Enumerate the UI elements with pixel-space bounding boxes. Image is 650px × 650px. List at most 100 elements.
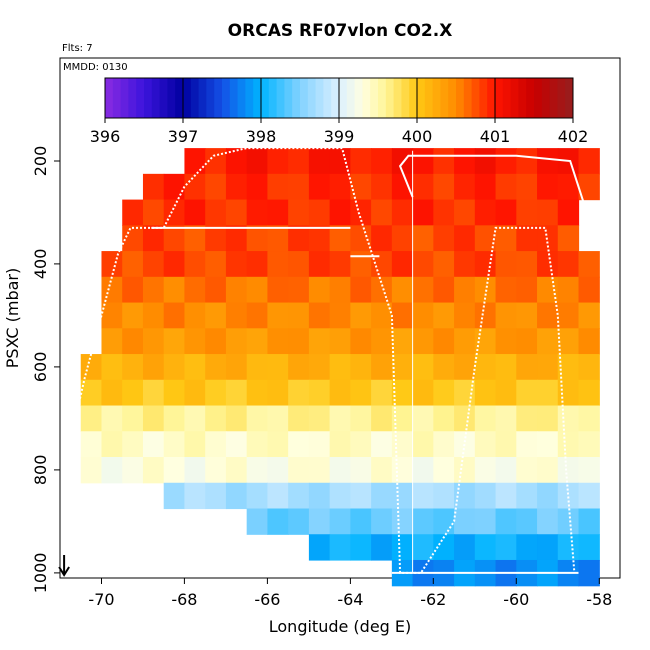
heatmap-cell [350, 431, 372, 458]
heatmap-cell [412, 199, 434, 226]
heatmap-cell [246, 457, 269, 484]
upper-track-line [398, 154, 588, 213]
heatmap-cell [537, 173, 559, 201]
heatmap-cell [516, 431, 538, 458]
heatmap-cell [578, 328, 600, 355]
heatmap-cell [474, 508, 497, 535]
colorbar-segment [463, 78, 473, 118]
heatmap-cell [495, 199, 517, 226]
heatmap-cell [163, 251, 186, 278]
heatmap-cell [495, 534, 517, 561]
heatmap-cell [371, 405, 393, 432]
heatmap-cell [371, 508, 393, 535]
colorbar-segment [549, 78, 558, 118]
heatmap-cell [516, 276, 538, 304]
heatmap-cell [557, 354, 580, 381]
heatmap-cell [495, 379, 517, 407]
heatmap-cell [350, 199, 372, 226]
heatmap-cell [163, 199, 186, 226]
heatmap-cell [391, 379, 414, 407]
heatmap-cell [474, 405, 497, 432]
heatmap-cell [371, 302, 393, 329]
heatmap-cell [371, 354, 393, 381]
heatmap-cell [205, 354, 227, 381]
colorbar-segment [417, 78, 426, 118]
heatmap-cell [454, 508, 476, 535]
heatmap-cell [308, 354, 331, 381]
heatmap-cell [391, 354, 414, 381]
x-tick-label: -60 [503, 590, 529, 609]
heatmap-cell [184, 405, 206, 432]
colorbar-segment [385, 78, 395, 118]
heatmap-cell [391, 328, 414, 355]
heatmap-cell [537, 148, 559, 175]
heatmap-cell [557, 534, 580, 561]
heatmap-cell [142, 405, 165, 432]
heatmap-cell [516, 251, 538, 278]
colorbar-segment [190, 78, 200, 118]
heatmap-cell [454, 328, 476, 355]
heatmap-cell [122, 199, 144, 226]
heatmap-cell [122, 328, 144, 355]
heatmap-cell [329, 457, 351, 484]
heatmap-cell [578, 457, 600, 484]
heatmap-cell [329, 199, 351, 226]
heatmap-cell [142, 199, 165, 226]
y-axis-label: PSXC (mbar) [3, 268, 22, 368]
heatmap-cell [184, 379, 206, 407]
colorbar-segment [198, 78, 207, 118]
heatmap-cell [225, 148, 248, 175]
colorbar-segment [245, 78, 254, 118]
heatmap-cell [350, 405, 372, 432]
heatmap-cell [412, 482, 434, 510]
colorbar-segment [526, 78, 535, 118]
heatmap-cell [267, 276, 289, 304]
x-tick-label: -70 [88, 590, 114, 609]
heatmap-cell [246, 328, 269, 355]
heatmap-cell [516, 482, 538, 510]
heatmap-cell [288, 199, 310, 226]
heatmap-cell [122, 405, 144, 432]
heatmap-cell [350, 173, 372, 201]
colorbar-segment [370, 78, 379, 118]
heatmap-cell [391, 199, 414, 226]
heatmap-cell [537, 482, 559, 510]
heatmap-cell [350, 379, 372, 407]
colorbar-segment [393, 78, 402, 118]
heatmap-cell [288, 148, 310, 175]
heatmap-cell [267, 173, 289, 201]
heatmap-cell [433, 225, 455, 252]
x-tick-label: -64 [337, 590, 363, 609]
heatmap-cell [163, 276, 186, 304]
heatmap-cell [163, 457, 186, 484]
heatmap-cell [391, 173, 414, 201]
heatmap-cell [246, 251, 269, 278]
colorbar-segment [112, 78, 122, 118]
heatmap-cell [142, 251, 165, 278]
heatmap-cell [267, 199, 289, 226]
colorbar-segment [284, 78, 293, 118]
heatmap-cell [557, 457, 580, 484]
heatmap-cell [371, 482, 393, 510]
heatmap-cell [288, 173, 310, 201]
heatmap-cell [122, 379, 144, 407]
colorbar-tick-label: 399 [324, 127, 355, 146]
heatmap-cell [329, 225, 351, 252]
heatmap-cell [578, 431, 600, 458]
x-axis: -70 -68 -66 -64 -62 -60 -58 [88, 578, 612, 609]
heatmap-cell [246, 379, 269, 407]
heatmap-cell [225, 276, 248, 304]
heatmap-cell [267, 225, 289, 252]
heatmap-cell [267, 508, 289, 535]
heatmap-cell [495, 405, 517, 432]
colorbar-segment [565, 78, 574, 118]
colorbar-segment [276, 78, 285, 118]
heatmap-cell [371, 328, 393, 355]
heatmap-cell [142, 225, 165, 252]
heatmap-cell [142, 431, 165, 458]
colorbar-segment [292, 78, 301, 118]
colorbar-segment [401, 78, 410, 118]
heatmap-cell [225, 225, 248, 252]
heatmap-cell [474, 199, 497, 226]
heatmap-cell [267, 328, 289, 355]
